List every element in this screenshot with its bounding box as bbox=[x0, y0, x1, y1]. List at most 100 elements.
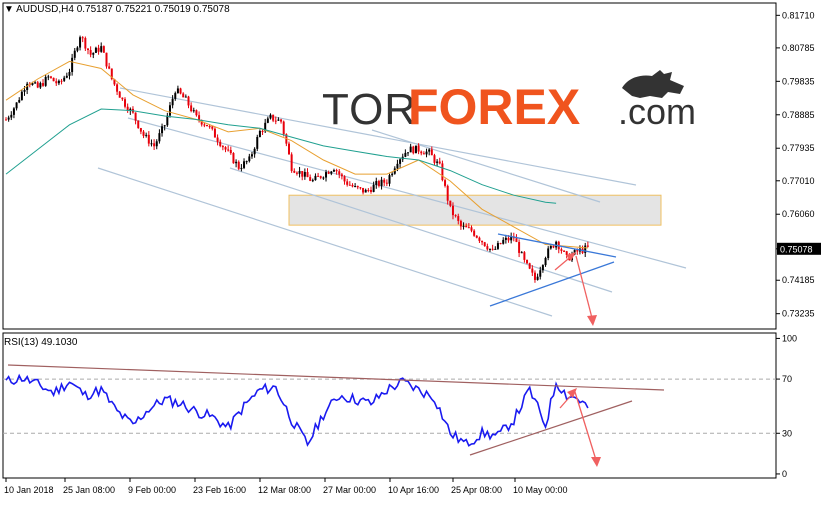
candle-body bbox=[258, 130, 261, 138]
channel-line bbox=[229, 167, 613, 293]
candle-body bbox=[340, 174, 343, 177]
price-tick-label: 0.73235 bbox=[782, 309, 815, 319]
rsi-panel-frame bbox=[2, 332, 777, 479]
candle-body bbox=[560, 249, 563, 251]
rsi-tick-label: 100 bbox=[782, 333, 797, 343]
candle-body bbox=[306, 172, 309, 178]
candle-body bbox=[327, 172, 330, 174]
candle-body bbox=[248, 156, 251, 162]
rsi-tick-label: 0 bbox=[782, 469, 787, 479]
candle-body bbox=[348, 184, 351, 186]
time-tick-label: 23 Feb 16:00 bbox=[193, 485, 246, 495]
candle-body bbox=[515, 238, 518, 243]
candle-body bbox=[346, 181, 349, 185]
candle-body bbox=[309, 177, 312, 181]
ma-slow-line bbox=[5, 108, 557, 204]
candle-body bbox=[317, 175, 320, 177]
candle-body bbox=[26, 83, 29, 91]
time-tick-label: 10 Apr 16:00 bbox=[388, 485, 439, 495]
candle-body bbox=[44, 76, 47, 86]
candle-body bbox=[356, 186, 359, 188]
candle-body bbox=[454, 215, 457, 217]
candle-body bbox=[274, 120, 277, 122]
channel-line bbox=[371, 129, 601, 203]
candle-body bbox=[195, 110, 198, 116]
candle-body bbox=[470, 227, 473, 231]
candle-body bbox=[206, 124, 209, 127]
candle-body bbox=[52, 77, 55, 82]
candle-body bbox=[269, 114, 272, 119]
collapse-triangle-icon[interactable]: ▼ bbox=[4, 4, 14, 15]
candle-body bbox=[235, 161, 238, 164]
candle-body bbox=[147, 134, 150, 144]
candle-body bbox=[243, 161, 246, 168]
candle-body bbox=[481, 240, 484, 243]
candle-body bbox=[94, 47, 97, 53]
candle-body bbox=[359, 187, 362, 189]
candle-body bbox=[129, 108, 132, 112]
candle-body bbox=[20, 91, 23, 101]
candle-body bbox=[108, 66, 111, 69]
candle-body bbox=[47, 76, 50, 78]
candle-body bbox=[12, 108, 15, 115]
candle-body bbox=[139, 128, 142, 132]
candle-body bbox=[396, 163, 399, 169]
current-price-box bbox=[777, 242, 821, 255]
candle-body bbox=[520, 252, 523, 254]
candle-body bbox=[330, 171, 333, 174]
candle-body bbox=[221, 146, 224, 148]
logo-text-tor: TOR bbox=[322, 85, 417, 134]
candle-body bbox=[198, 115, 201, 121]
candle-body bbox=[60, 80, 63, 82]
candle-body bbox=[15, 102, 18, 109]
candle-body bbox=[182, 93, 185, 98]
candle-body bbox=[116, 84, 119, 92]
candle-body bbox=[496, 243, 499, 249]
candle-body bbox=[507, 237, 510, 241]
price-tick-label: 0.80785 bbox=[782, 43, 815, 53]
candle-body bbox=[124, 99, 127, 107]
candle-body bbox=[39, 83, 42, 88]
candle-body bbox=[208, 126, 211, 128]
time-tick-label: 27 Mar 00:00 bbox=[323, 485, 376, 495]
candle-body bbox=[245, 161, 248, 163]
candle-body bbox=[287, 143, 290, 155]
time-tick-label: 10 May 00:00 bbox=[513, 485, 568, 495]
candle-body bbox=[203, 124, 206, 126]
channel-line bbox=[119, 87, 637, 186]
candle-body bbox=[428, 149, 431, 152]
candle-body bbox=[552, 245, 555, 248]
arrow-head bbox=[591, 457, 601, 467]
candle-body bbox=[354, 186, 357, 188]
candle-body bbox=[229, 149, 232, 154]
candle-body bbox=[10, 114, 13, 118]
candle-body bbox=[36, 82, 39, 88]
candle-body bbox=[7, 117, 10, 120]
logo-text-domain: .com bbox=[618, 91, 696, 132]
candle-body bbox=[110, 68, 113, 80]
time-tick-label: 9 Feb 00:00 bbox=[128, 485, 176, 495]
candle-body bbox=[184, 96, 187, 98]
candle-body bbox=[430, 149, 433, 156]
rsi-tick-label: 30 bbox=[782, 428, 792, 438]
candle-body bbox=[293, 170, 296, 173]
candle-body bbox=[298, 171, 301, 174]
candle-body bbox=[76, 47, 79, 51]
channel-line bbox=[97, 167, 553, 317]
logo-text-forex: FOREX bbox=[408, 79, 580, 135]
candle-body bbox=[79, 37, 82, 48]
candle-body bbox=[412, 146, 415, 154]
candle-body bbox=[301, 171, 304, 177]
price-tick-label: 0.81710 bbox=[782, 10, 815, 20]
candle-body bbox=[227, 149, 230, 151]
bull-icon bbox=[622, 70, 684, 98]
candle-body bbox=[137, 120, 140, 129]
candle-body bbox=[409, 146, 412, 153]
candle-body bbox=[18, 100, 21, 103]
arrow-head bbox=[587, 315, 597, 326]
candle-body bbox=[502, 239, 505, 244]
candle-body bbox=[290, 154, 293, 171]
candle-body bbox=[446, 185, 449, 201]
candle-body bbox=[377, 181, 380, 186]
